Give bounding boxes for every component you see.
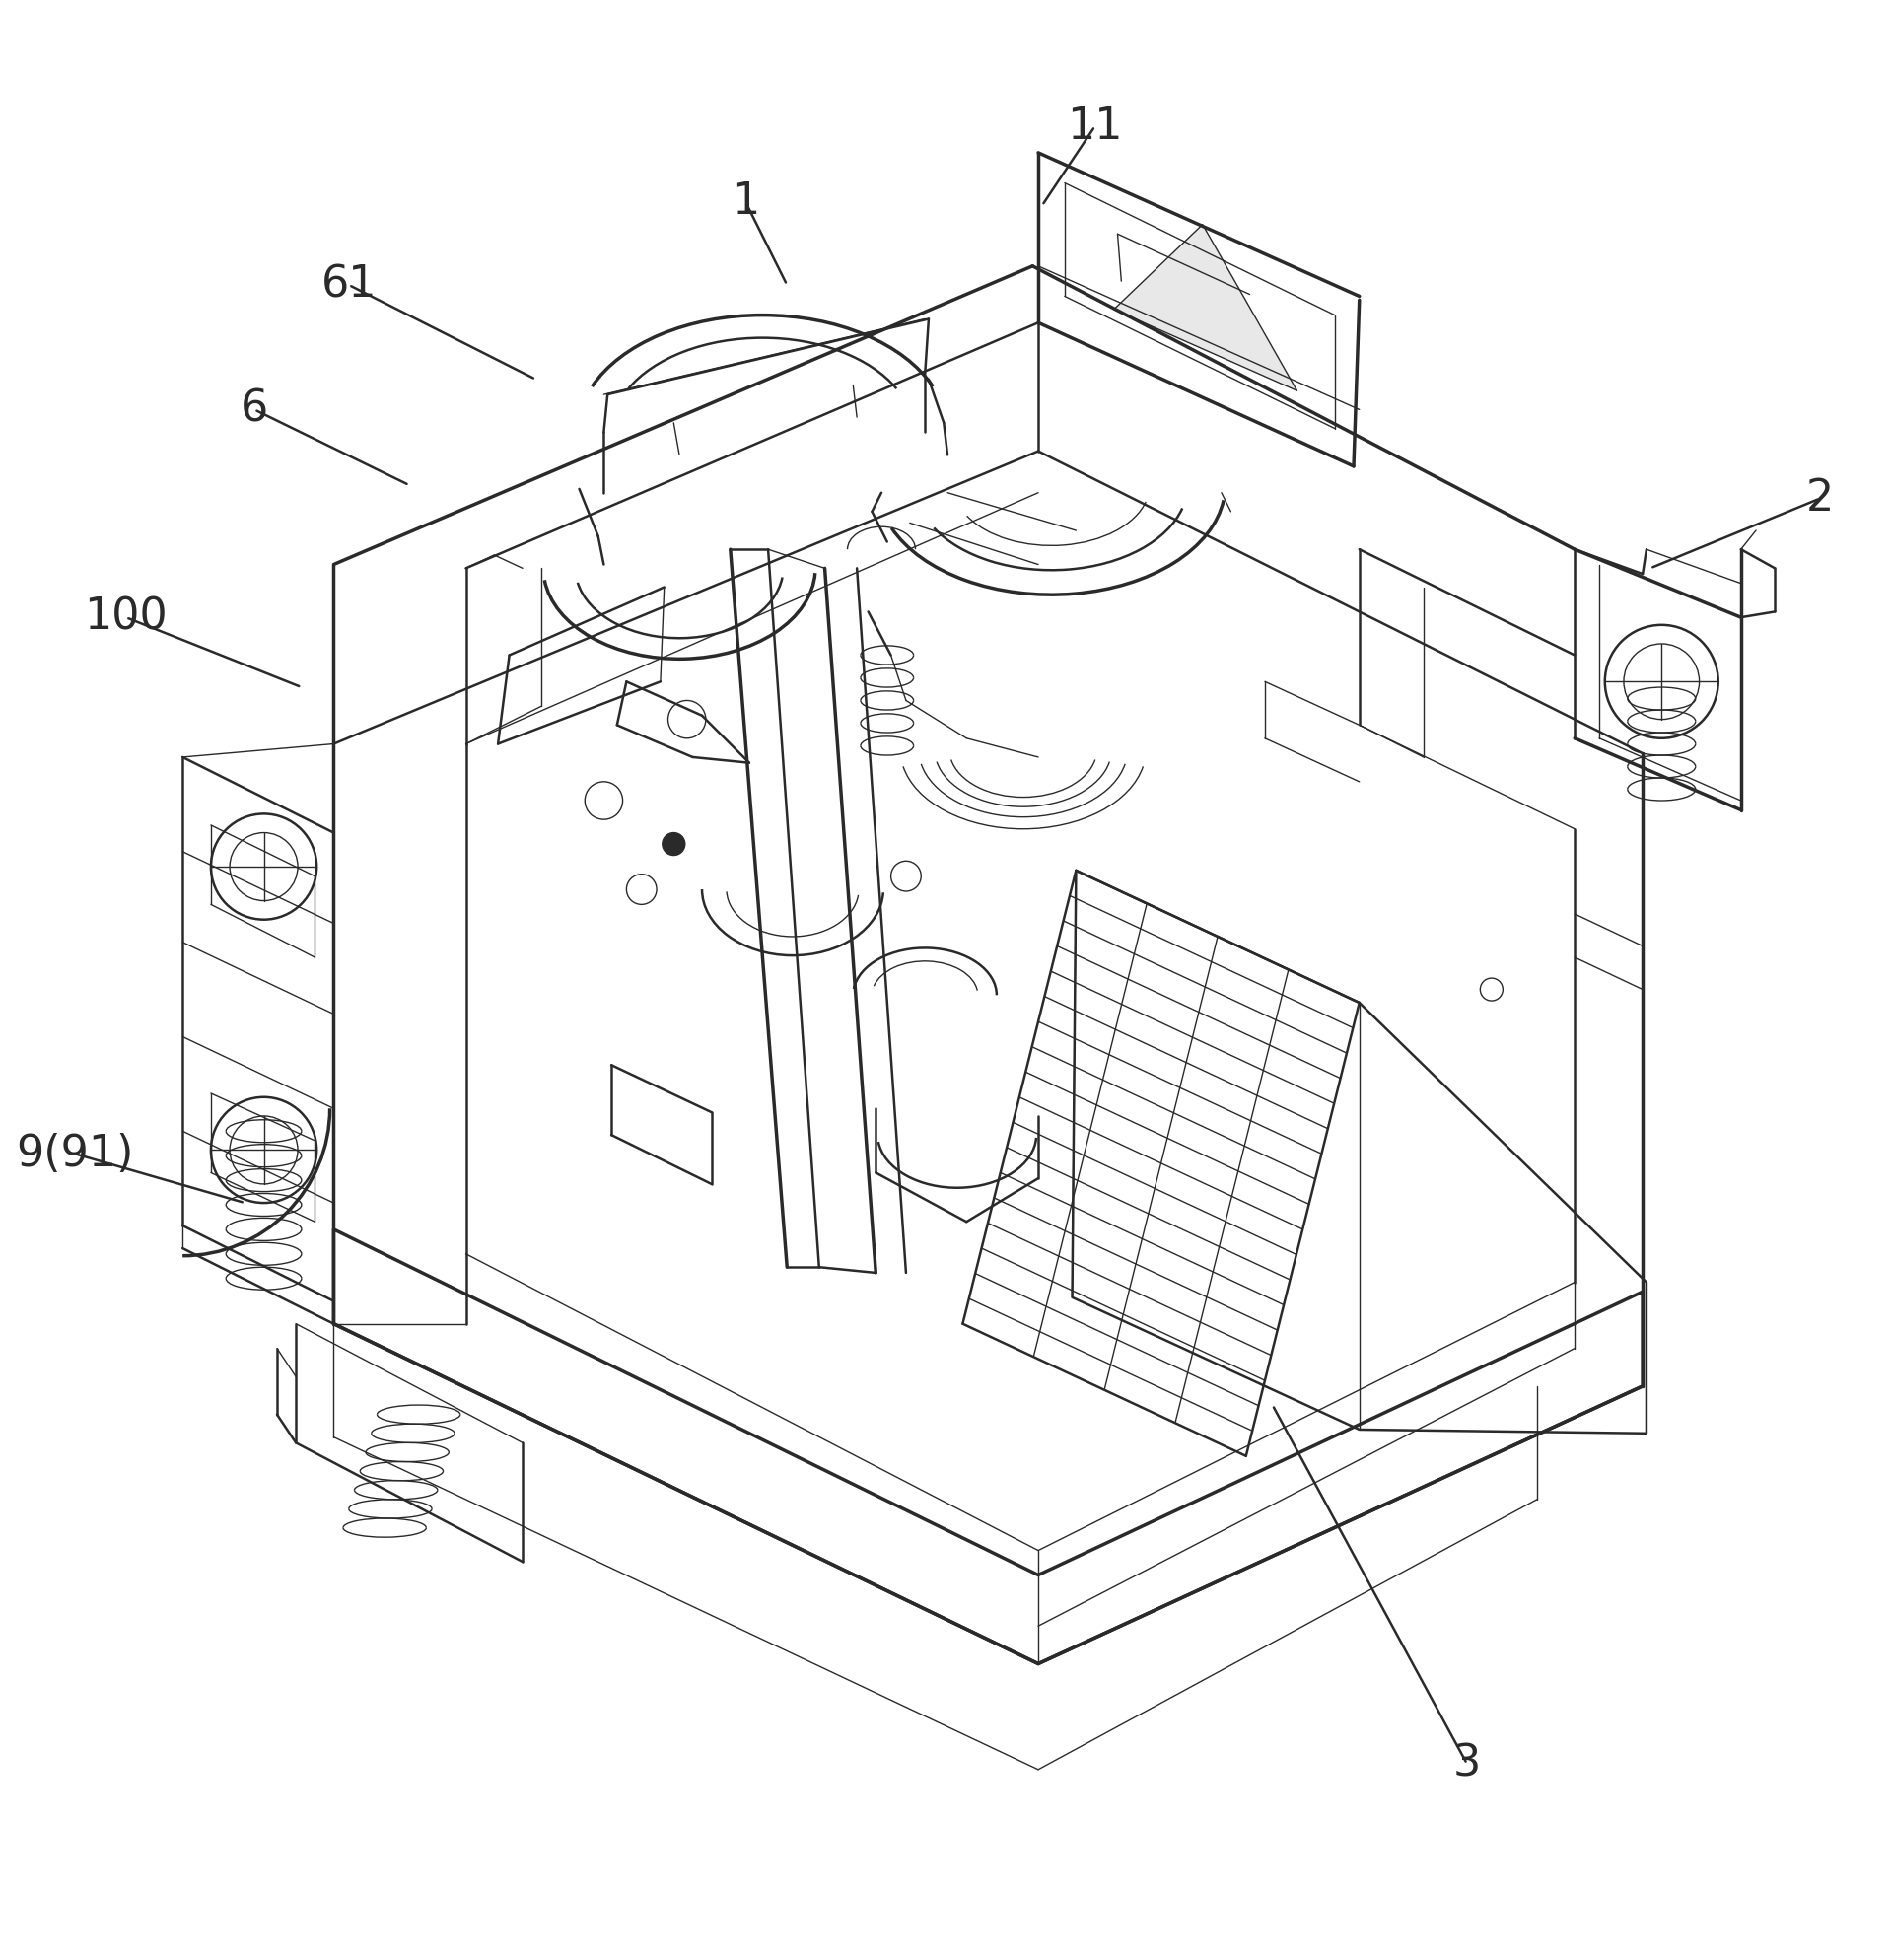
Polygon shape: [1114, 225, 1298, 390]
Text: 61: 61: [322, 265, 377, 306]
Text: 1: 1: [732, 180, 759, 223]
Circle shape: [662, 833, 685, 855]
Text: 6: 6: [240, 388, 269, 431]
Text: 9(91): 9(91): [15, 1133, 134, 1174]
Text: 2: 2: [1807, 476, 1833, 519]
Text: 100: 100: [83, 596, 168, 639]
Text: 3: 3: [1453, 1742, 1481, 1786]
Text: 11: 11: [1067, 106, 1122, 147]
